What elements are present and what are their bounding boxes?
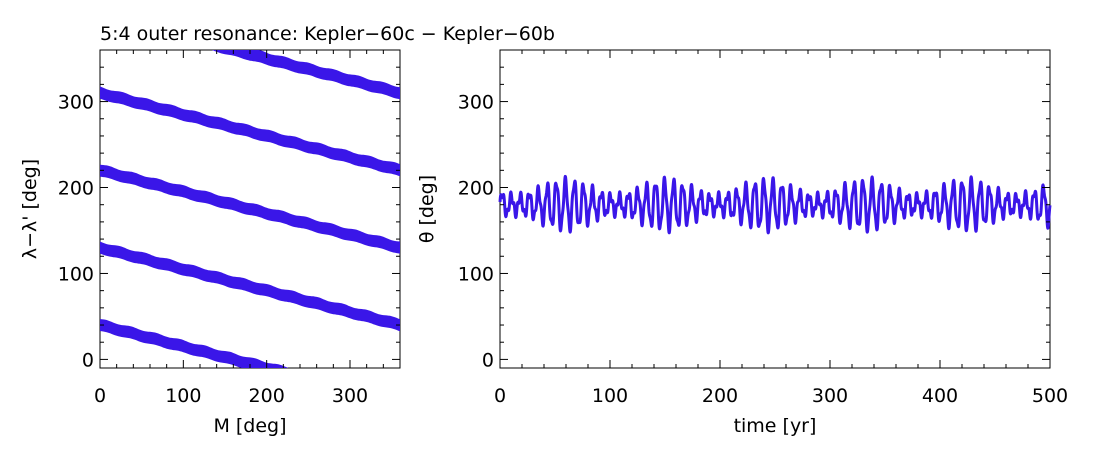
x-tick-label: 0 [494, 385, 506, 407]
y-tick-label: 0 [82, 349, 94, 371]
left-y-axis-label: λ−λ' [deg] [19, 159, 41, 259]
right-x-axis-label: time [yr] [734, 415, 817, 437]
right-y-axis-label: θ [deg] [416, 175, 438, 243]
band-3 [100, 164, 400, 254]
left-panel: 0 100 200 300 0 100 200 300 M [deg] λ−λ' [deg] [19, 49, 401, 437]
x-tick-label: 300 [812, 385, 848, 407]
left-tick-labels: 0 100 200 300 0 100 200 300 [58, 92, 368, 407]
band-5 [211, 50, 400, 100]
x-tick-label: 100 [592, 385, 628, 407]
right-data-marks [498, 174, 1052, 235]
y-tick-label: 100 [58, 263, 94, 285]
y-tick-label: 100 [458, 263, 494, 285]
x-tick-label: 200 [249, 385, 285, 407]
x-tick-label: 400 [922, 385, 958, 407]
band-2 [100, 241, 400, 332]
y-tick-label: 300 [58, 92, 94, 114]
x-tick-label: 0 [94, 385, 106, 407]
x-tick-label: 200 [702, 385, 738, 407]
x-tick-label: 300 [332, 385, 368, 407]
right-axis-ticks [499, 49, 1051, 368]
y-tick-label: 0 [482, 349, 494, 371]
left-data-marks [100, 50, 400, 368]
x-tick-label: 500 [1032, 385, 1068, 407]
x-tick-label: 100 [165, 385, 201, 407]
y-tick-label: 300 [458, 92, 494, 114]
left-x-axis-label: M [deg] [213, 415, 286, 437]
band-4 [100, 86, 400, 177]
chart-title: 5:4 outer resonance: Kepler−60c − Kepler… [100, 23, 555, 45]
right-tick-labels: 0 100 200 300 400 500 0 100 200 300 [458, 92, 1068, 407]
left-axis-ticks [99, 49, 401, 368]
y-tick-label: 200 [458, 178, 494, 200]
theta-series-line [498, 174, 1052, 235]
right-panel: 0 100 200 300 400 500 0 100 200 300 time [yr] θ [… [416, 49, 1068, 437]
y-tick-label: 200 [58, 178, 94, 200]
